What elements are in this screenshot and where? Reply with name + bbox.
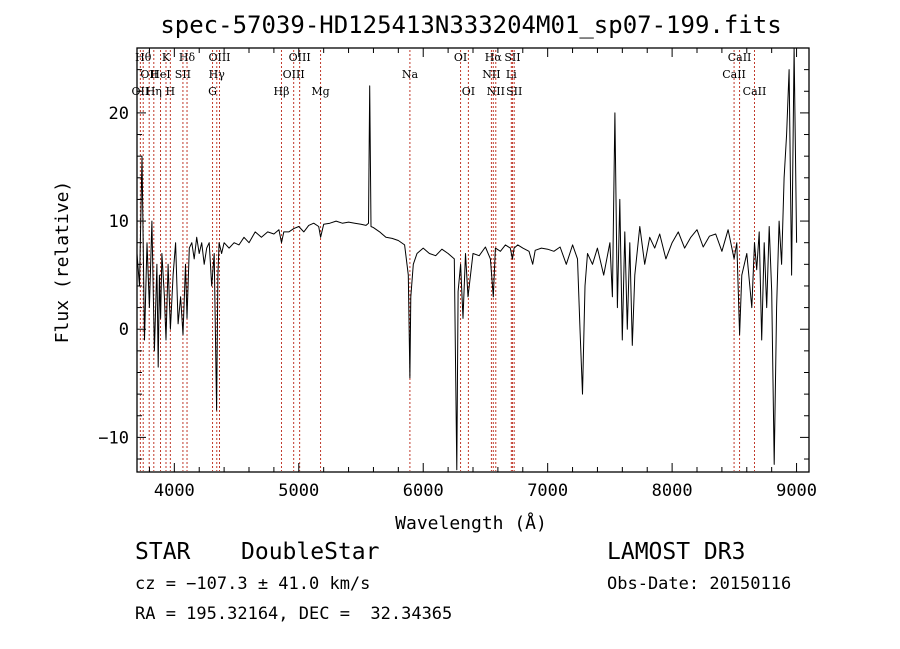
y-axis: −10 0 10 20 bbox=[98, 47, 809, 460]
line-label: G bbox=[208, 85, 217, 98]
line-label: Hα bbox=[485, 51, 503, 64]
x-tick-label: 6000 bbox=[403, 481, 444, 501]
line-labels: OIIHθOIIHηHeIKHSIIHδGHγOIIIHβOIIIOIIIMgN… bbox=[132, 51, 767, 98]
x-tick-label: 9000 bbox=[776, 481, 817, 501]
x-tick-label: 5000 bbox=[278, 481, 319, 501]
object-subclass: DoubleStar bbox=[241, 539, 380, 565]
line-label: CaII bbox=[728, 51, 752, 64]
line-markers bbox=[139, 50, 755, 471]
line-label: Hθ bbox=[135, 51, 152, 64]
line-label: NII bbox=[487, 85, 505, 98]
line-label: Li bbox=[506, 68, 517, 81]
y-tick-label: 10 bbox=[109, 212, 129, 232]
coordinates-readout: RA = 195.32164, DEC = 32.34365 bbox=[135, 604, 453, 624]
line-label: SII bbox=[175, 68, 191, 81]
line-label: NII bbox=[482, 68, 500, 81]
chart-title: spec-57039-HD125413N333204M01_sp07-199.f… bbox=[160, 11, 781, 39]
line-label: HeI bbox=[150, 68, 170, 81]
x-tick-label: 7000 bbox=[527, 481, 568, 501]
line-label: OIII bbox=[208, 51, 230, 64]
line-label: Hδ bbox=[179, 51, 196, 64]
spectrum bbox=[136, 47, 798, 471]
line-label: H bbox=[166, 85, 176, 98]
line-label: SII bbox=[506, 85, 522, 98]
line-label: OI bbox=[454, 51, 467, 64]
line-label: Mg bbox=[311, 85, 329, 98]
x-tick-label: 4000 bbox=[154, 481, 195, 501]
line-label: CaII bbox=[722, 68, 746, 81]
line-label: OII bbox=[140, 68, 158, 81]
plot-frame bbox=[136, 47, 810, 473]
line-label: OI bbox=[462, 85, 475, 98]
y-tick-label: −10 bbox=[98, 428, 129, 448]
line-label: Hβ bbox=[274, 85, 290, 98]
line-label: Hη bbox=[146, 85, 162, 98]
line-label: OIII bbox=[289, 51, 311, 64]
x-axis-label: Wavelength (Å) bbox=[395, 512, 547, 534]
observation-date: Obs-Date: 20150116 bbox=[607, 574, 792, 594]
x-tick-label: 8000 bbox=[652, 481, 693, 501]
line-label: CaII bbox=[743, 85, 767, 98]
y-axis-label: Flux (relative) bbox=[52, 181, 73, 344]
line-label: OIII bbox=[283, 68, 305, 81]
line-label: SII bbox=[504, 51, 520, 64]
x-axis: 4000 5000 6000 7000 8000 9000 bbox=[148, 48, 817, 501]
line-label: K bbox=[162, 51, 171, 64]
y-tick-label: 20 bbox=[109, 104, 129, 124]
y-tick-label: 0 bbox=[119, 320, 129, 340]
object-class: STAR bbox=[135, 539, 191, 565]
spectrum-line bbox=[136, 47, 798, 471]
survey-name: LAMOST DR3 bbox=[607, 539, 746, 565]
line-label: Na bbox=[402, 68, 419, 81]
redshift-readout: cz = −107.3 ± 41.0 km/s bbox=[135, 574, 371, 594]
line-label: Hγ bbox=[209, 68, 226, 81]
